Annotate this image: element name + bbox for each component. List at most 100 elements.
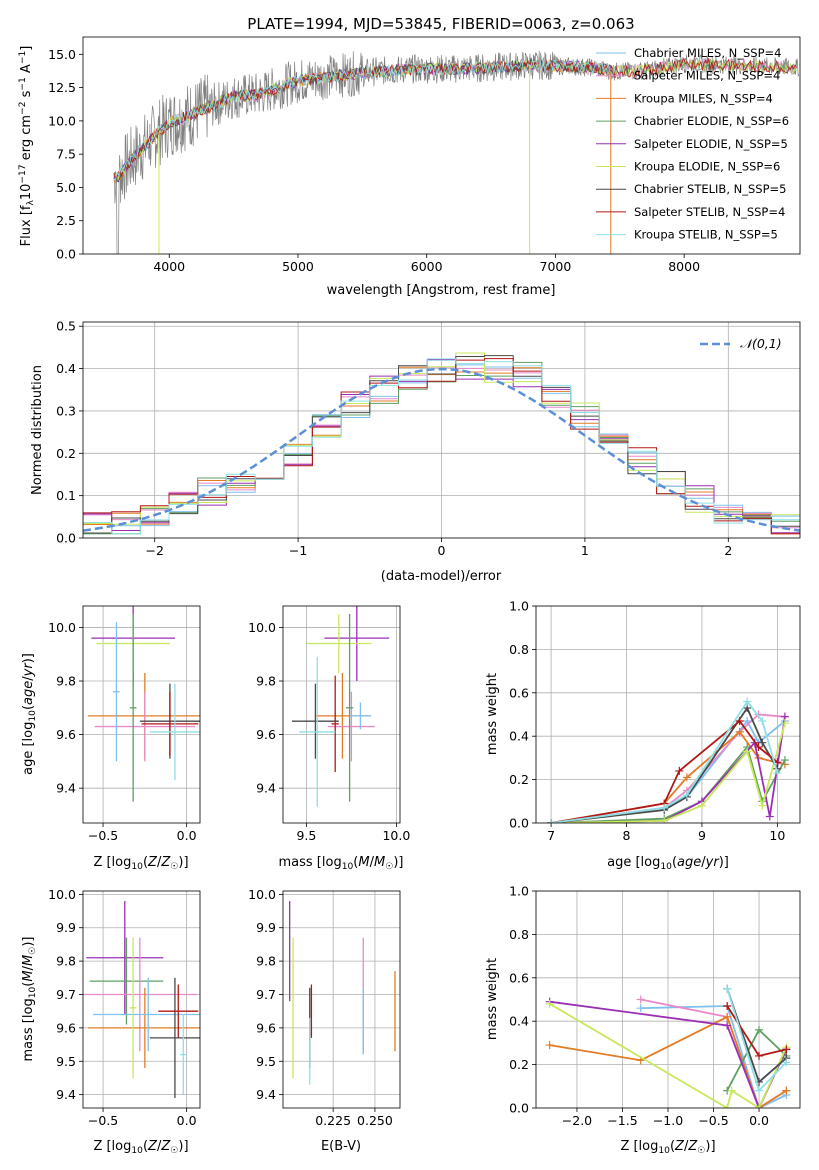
- weight-marker: [660, 816, 669, 823]
- y-tick-label: 1.0: [509, 884, 529, 899]
- weight-marker: [755, 1051, 764, 1060]
- spectrum-panel: 4000 5000 6000 7000 8000 0.0 2.5 5.0 7.5 10.0 12.5…: [48, 36, 801, 274]
- y-tick-label: 9.7: [56, 987, 76, 1002]
- y-tick-label: 9.6: [256, 727, 276, 742]
- x-axis-label: E(B-V): [321, 1139, 361, 1154]
- y-axis-label: Flux [fλ10−17 erg cm−2 s−1 A−1]: [18, 46, 36, 247]
- weight-line-0: [640, 1005, 787, 1108]
- y-tick-label: 0.0: [509, 816, 529, 831]
- y-tick-label: 9.6: [56, 1020, 76, 1035]
- legend-entry: Salpeter MILES, N_SSP=4: [634, 69, 780, 83]
- x-tick-label: 2: [724, 543, 732, 558]
- mass-vs-EBV-panel: 0.225 0.250 9.4 9.5 9.6 9.7 9.8 9.9 10.0: [248, 887, 401, 1128]
- x-tick-label: −1.0: [653, 1113, 683, 1128]
- y-tick-label: 0.0: [509, 1101, 529, 1116]
- y-tick-label: 0.2: [56, 446, 76, 461]
- weight-marker: [675, 766, 684, 775]
- mass-weight-vs-age-plot-area: [536, 606, 800, 823]
- y-tick-label: 10.0: [48, 887, 76, 902]
- y-tick-label: 0.3: [56, 403, 76, 418]
- weight-marker: [735, 717, 744, 726]
- weight-marker: [773, 769, 782, 778]
- x-tick-label: 0: [438, 543, 446, 558]
- x-axis-label: mass [log10(M/M☉)]: [279, 855, 404, 872]
- weight-marker: [545, 1041, 554, 1050]
- weight-marker: [782, 1045, 791, 1054]
- mass-vs-Z-plot-area: [83, 891, 200, 1108]
- x-tick-label: 9.5: [296, 828, 316, 843]
- legend-entry: Kroupa STELIB, N_SSP=5: [634, 228, 778, 242]
- y-tick-label: 10.0: [48, 620, 76, 635]
- y-tick-label: 9.4: [56, 1087, 76, 1102]
- weight-marker: [636, 1004, 645, 1013]
- x-tick-label: 5000: [282, 259, 314, 274]
- mass-vs-EBV-frame: [282, 890, 401, 1109]
- y-tick-label: 10.0: [248, 887, 276, 902]
- y-tick-label: 0.6: [509, 970, 529, 985]
- y-tick-label: 9.5: [56, 1054, 76, 1069]
- x-tick-label: −0.5: [88, 1113, 118, 1128]
- y-tick-label: 10.0: [48, 113, 76, 128]
- weight-marker: [723, 1012, 732, 1021]
- y-tick-label: 0.2: [509, 772, 529, 787]
- weight-line-2: [550, 730, 786, 823]
- x-tick-label: 7000: [540, 259, 572, 274]
- x-tick-label: 0.0: [177, 1113, 197, 1128]
- weight-marker: [758, 717, 767, 726]
- weight-marker: [765, 812, 774, 821]
- weight-marker: [735, 727, 744, 736]
- x-tick-label: 0.250: [357, 1113, 393, 1128]
- weight-marker: [758, 801, 767, 810]
- weight-marker: [755, 1086, 764, 1095]
- x-tick-label: 8: [623, 828, 631, 843]
- y-tick-label: 9.4: [256, 781, 276, 796]
- y-tick-label: 7.5: [56, 147, 76, 162]
- weight-marker: [755, 1104, 764, 1108]
- y-tick-label: 9.4: [256, 1087, 276, 1102]
- residuals-panel: −2 −1 0 1 2 0.0 0.1 0.2 0.3 0.4 0.5 𝒩(0,1): [56, 319, 801, 558]
- y-tick-label: 0.4: [509, 729, 529, 744]
- mass-weight-vs-age-frame: [535, 605, 801, 824]
- x-axis-label: Z [log10(Z/Z☉)]: [93, 1139, 188, 1156]
- age-vs-Z-plot-area: [83, 606, 200, 823]
- weight-marker: [782, 1058, 791, 1067]
- x-tick-label: 10: [769, 828, 785, 843]
- weight-line-8: [550, 699, 779, 823]
- x-axis-label: (data-model)/error: [381, 569, 502, 584]
- x-axis-label: age [log10(age/yr)]: [607, 855, 729, 872]
- y-tick-label: 9.6: [256, 1020, 276, 1035]
- y-tick-label: 9.4: [56, 781, 76, 796]
- weight-marker: [723, 1104, 732, 1108]
- mass-weight-vs-Z-plot-area: [536, 891, 800, 1108]
- age-vs-mass-panel: 9.5 10.0 9.4 9.6 9.8 10.0: [248, 605, 410, 843]
- normal-distribution-curve: [83, 367, 800, 532]
- x-tick-label: 7: [547, 828, 555, 843]
- x-tick-label: 8000: [668, 259, 700, 274]
- mass-vs-EBV-plot-area: [283, 891, 400, 1108]
- model-line-7: [113, 57, 798, 180]
- mass-weight-vs-Z-panel: −2.0 −1.5 −1.0 −0.5 0.0 0.0 0.2 0.4 0.6 0.8 1.0: [509, 884, 801, 1128]
- weight-line-7: [550, 719, 778, 823]
- y-tick-label: 0.0: [56, 531, 76, 546]
- y-tick-label: 9.7: [256, 987, 276, 1002]
- weight-marker: [754, 743, 763, 752]
- x-tick-label: 1: [581, 543, 589, 558]
- weight-marker: [780, 719, 789, 728]
- y-tick-label: 9.9: [256, 920, 276, 935]
- y-tick-label: 5.0: [56, 180, 76, 195]
- y-axis-label: age [log10(age/yr)]: [21, 653, 38, 775]
- legend-entry: Kroupa MILES, N_SSP=4: [634, 91, 773, 105]
- weight-marker: [723, 984, 732, 993]
- weight-marker: [743, 697, 752, 706]
- residuals-plot-area: [83, 322, 800, 538]
- x-tick-label: −2.0: [562, 1113, 592, 1128]
- x-tick-label: −1: [289, 543, 307, 558]
- y-tick-label: 10.0: [248, 620, 276, 635]
- weight-marker: [782, 1086, 791, 1095]
- y-axis-label: mass [log10(M/M☉)]: [21, 937, 38, 1062]
- y-tick-label: 9.8: [256, 954, 276, 969]
- y-axis-label: Normed distribution: [30, 365, 45, 495]
- weight-marker: [743, 747, 752, 756]
- y-tick-label: 0.5: [56, 319, 76, 334]
